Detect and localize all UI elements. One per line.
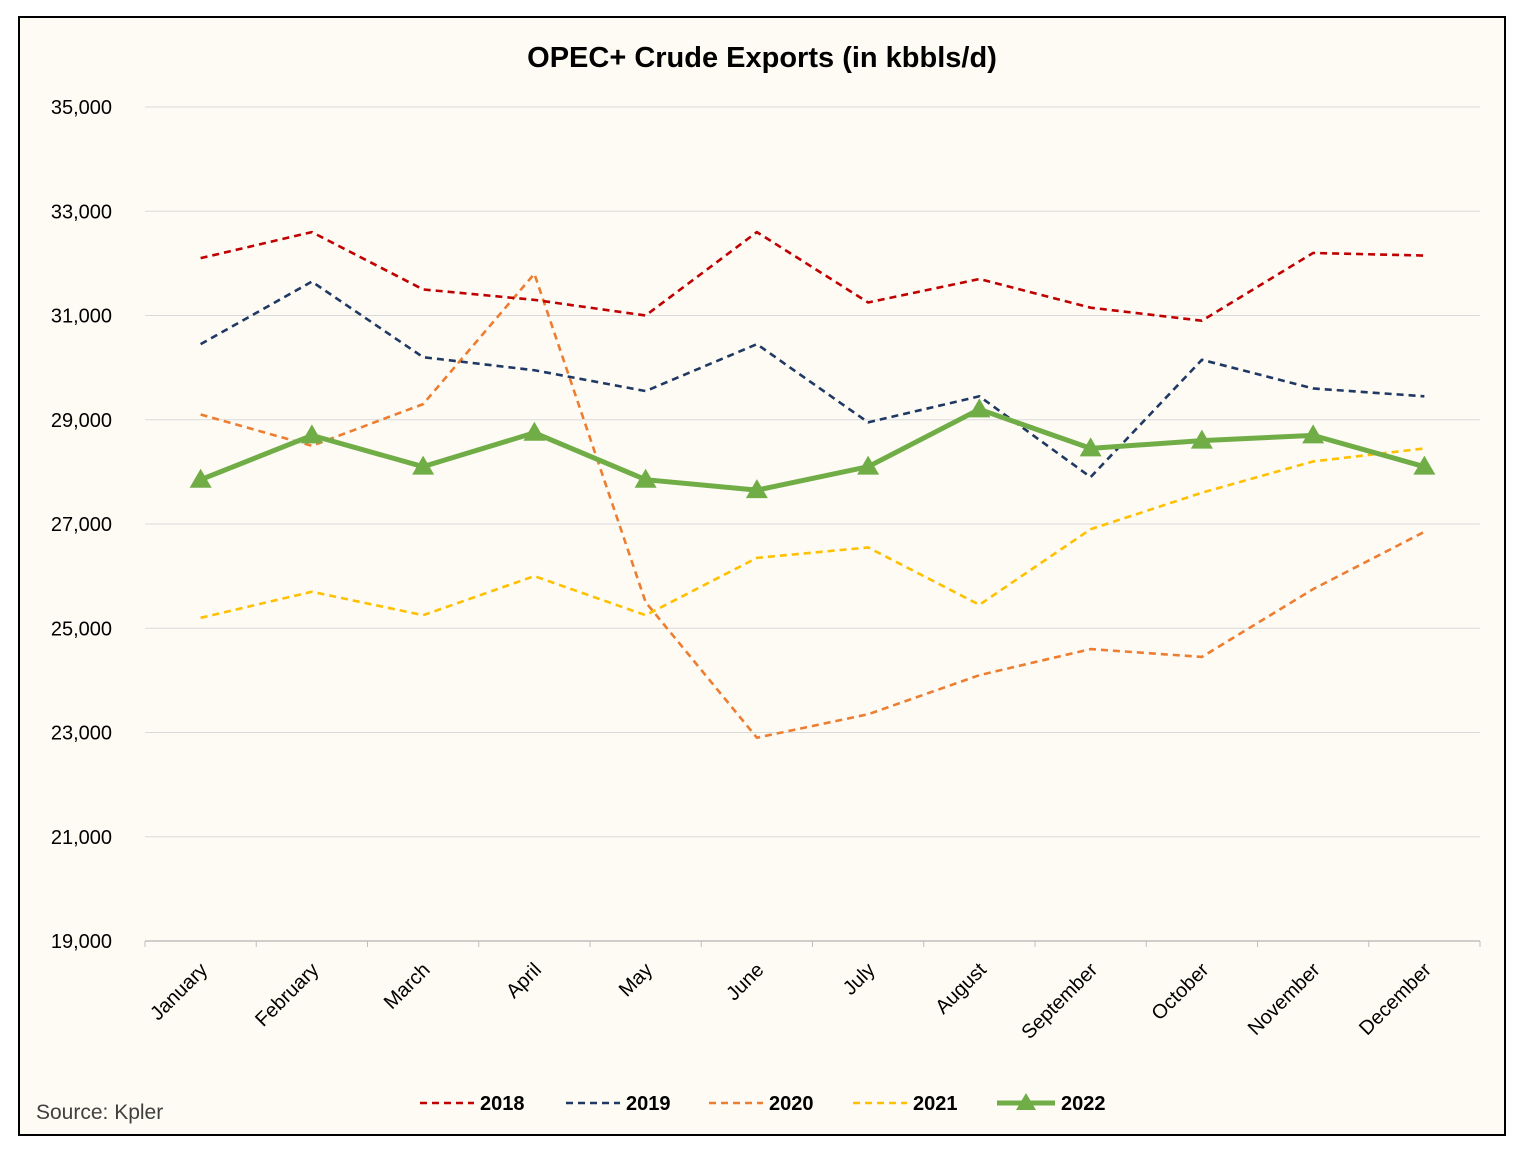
series-line-2020 — [200, 272, 1425, 740]
legend-label-2021: 2021 — [913, 1093, 958, 1115]
data-point-2022 — [300, 424, 323, 444]
source-note: Source: Kpler — [36, 1101, 163, 1124]
x-tick-label: October — [1148, 959, 1214, 1025]
data-point-2022 — [745, 479, 768, 499]
data-point-2022 — [968, 398, 991, 418]
data-point-2022 — [1413, 455, 1436, 475]
x-tick-label: April — [502, 959, 546, 1003]
data-point-2022 — [189, 468, 212, 488]
data-point-2022 — [412, 455, 435, 475]
y-tick-label: 29,000 — [51, 410, 112, 432]
series-line-2021 — [200, 447, 1425, 620]
data-point-2022 — [1079, 437, 1102, 457]
y-tick-label: 25,000 — [51, 618, 112, 640]
y-tick-label: 21,000 — [51, 827, 112, 849]
data-point-2022 — [1302, 424, 1325, 444]
x-tick-label: September — [1017, 959, 1102, 1044]
series-line-2019 — [199, 280, 1425, 479]
data-point-2022 — [857, 455, 880, 475]
x-tick-label: June — [722, 959, 768, 1005]
x-tick-label: December — [1355, 959, 1436, 1040]
x-tick-label: February — [251, 959, 323, 1031]
x-tick-label: January — [146, 959, 212, 1025]
data-point-2022 — [523, 421, 546, 441]
y-tick-label: 31,000 — [51, 306, 112, 328]
series-lines — [189, 230, 1436, 740]
legend: 2018 2019 2020 2021 2022 — [420, 1093, 1106, 1115]
legend-label-2020: 2020 — [769, 1093, 814, 1115]
chart-title: OPEC+ Crude Exports (in kbbls/d) — [527, 42, 997, 74]
y-axis-ticks: 19,000 21,000 23,000 25,000 27,000 29,000 31,0… — [51, 97, 112, 953]
x-tick-label: August — [931, 959, 991, 1019]
y-tick-label: 33,000 — [51, 201, 112, 223]
legend-label-2019: 2019 — [626, 1093, 671, 1115]
series-line-2018 — [200, 230, 1425, 323]
legend-label-2018: 2018 — [480, 1093, 525, 1115]
legend-marker-2022 — [1016, 1093, 1036, 1110]
gridlines — [145, 106, 1480, 942]
y-tick-label: 27,000 — [51, 514, 112, 536]
y-tick-label: 19,000 — [51, 931, 112, 953]
x-tick-label: March — [380, 959, 435, 1014]
y-tick-label: 35,000 — [51, 97, 112, 119]
chart-frame — [18, 16, 1506, 1136]
x-tick-label: November — [1244, 959, 1325, 1040]
series-line-2022 — [199, 406, 1426, 493]
data-point-2022 — [634, 468, 657, 488]
x-axis: January February March April May June July Augu… — [144, 941, 1481, 1044]
x-tick-label: May — [615, 959, 657, 1001]
data-point-2022 — [1190, 429, 1213, 449]
x-tick-label: July — [839, 959, 880, 1000]
legend-label-2022: 2022 — [1061, 1093, 1106, 1115]
y-tick-label: 23,000 — [51, 723, 112, 745]
